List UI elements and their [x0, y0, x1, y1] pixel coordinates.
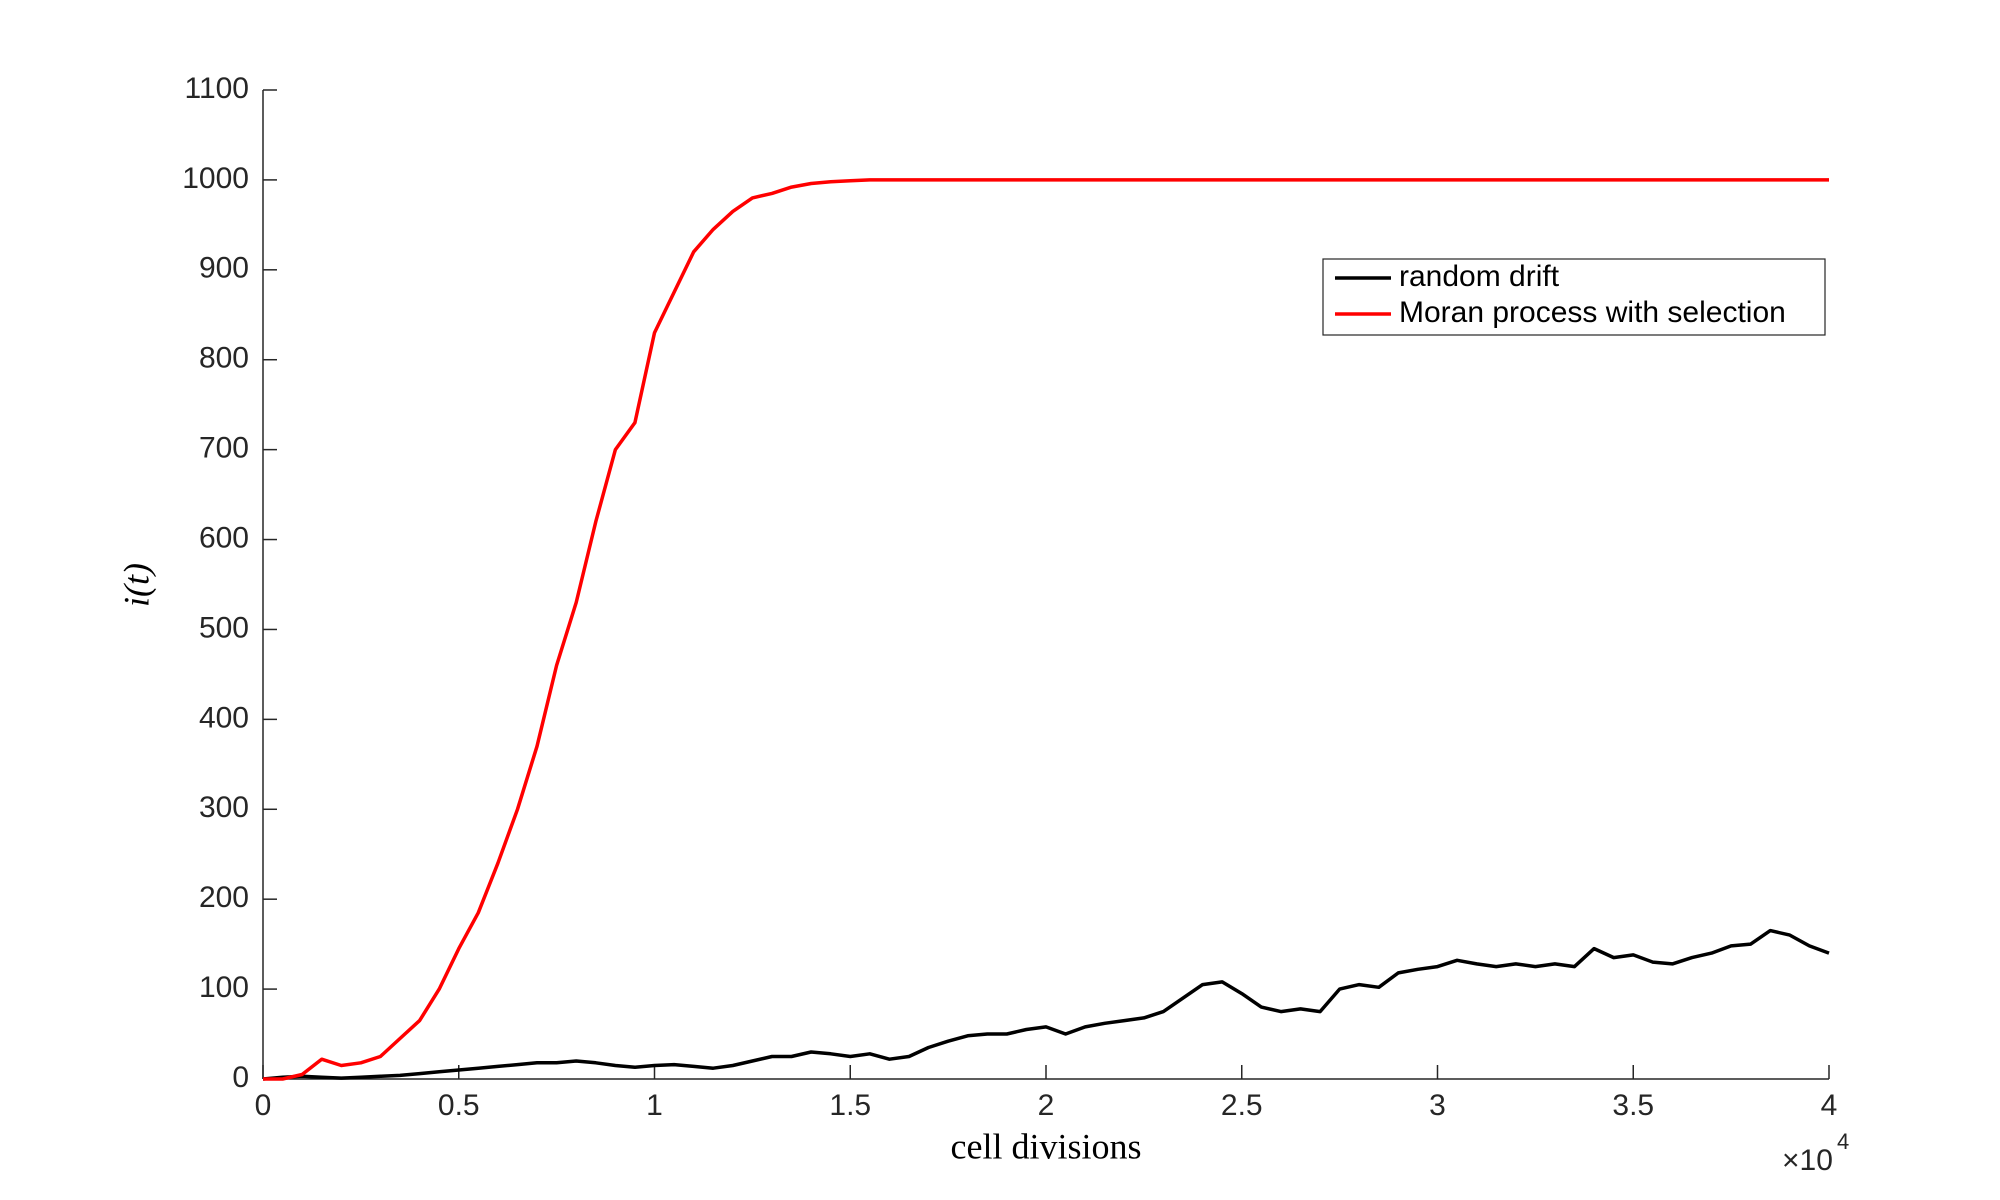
x-tick-label: 1.5: [829, 1089, 871, 1122]
series-line: [262, 928, 1830, 1081]
legend-label: random drift: [1399, 260, 1560, 293]
y-tick-label: 0: [232, 1061, 249, 1094]
x-tick-label: 2: [1038, 1089, 1055, 1122]
x-multiplier-exponent: 4: [1837, 1129, 1849, 1154]
legend-box: [1322, 258, 1826, 336]
legend-label: Moran process with selection: [1399, 296, 1786, 329]
x-tick-label: 2.5: [1221, 1089, 1263, 1122]
x-axis-label: cell divisions: [951, 1126, 1142, 1166]
y-tick-label: 900: [199, 252, 249, 285]
series-line: [263, 178, 1829, 1081]
x-tick-label: 3: [1429, 1089, 1446, 1122]
y-tick-label: 300: [199, 791, 249, 824]
y-tick-label: 600: [199, 521, 249, 554]
x-tick-label: 0.5: [438, 1089, 480, 1122]
y-tick-label: 1100: [184, 72, 249, 105]
x-tick-label: 0: [255, 1089, 272, 1122]
y-tick-label: 100: [199, 971, 249, 1004]
y-tick-label: 700: [199, 432, 249, 465]
y-tick-label: 800: [199, 342, 249, 375]
x-multiplier: ×10: [1782, 1144, 1833, 1177]
x-tick-label: 3.5: [1612, 1089, 1654, 1122]
y-tick-label: 1000: [182, 162, 249, 195]
y-axis-label: i(t): [116, 563, 156, 607]
y-tick-label: 200: [199, 881, 249, 914]
y-tick-label: 400: [199, 701, 249, 734]
x-tick-label: 4: [1821, 1089, 1838, 1122]
x-tick-label: 1: [646, 1089, 663, 1122]
y-tick-label: 500: [199, 611, 249, 644]
